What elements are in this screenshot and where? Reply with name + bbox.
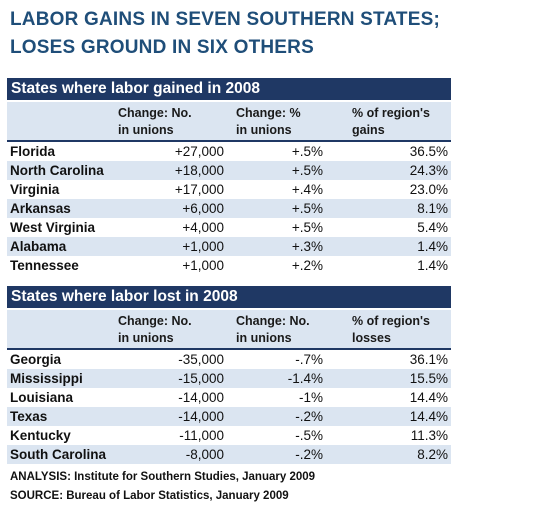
union-percent-change: -.7% bbox=[295, 352, 323, 367]
union-percent-change: +.5% bbox=[291, 163, 323, 178]
region-share: 23.0% bbox=[409, 182, 448, 197]
state-name: Kentucky bbox=[10, 428, 71, 443]
state-name: Tennessee bbox=[10, 258, 79, 273]
state-name: Louisiana bbox=[10, 390, 74, 405]
union-count-change: -35,000 bbox=[178, 352, 224, 367]
union-percent-change: +.2% bbox=[291, 258, 323, 273]
region-share: 14.4% bbox=[409, 390, 448, 405]
gains-column-headers: Change: No. in unions Change: % in union… bbox=[7, 102, 451, 142]
union-count-change: +18,000 bbox=[174, 163, 224, 178]
losses-table-row: South Carolina -8,000 -.2% 8.2% bbox=[7, 445, 451, 464]
gains-col-share-header: % of region's gains bbox=[352, 106, 430, 137]
state-name: Florida bbox=[10, 144, 56, 159]
gains-table-row: North Carolina +18,000 +.5% 24.3% bbox=[7, 161, 451, 180]
region-share: 11.3% bbox=[410, 428, 448, 443]
gains-table-row: Tennessee +1,000 +.2% 1.4% bbox=[7, 256, 451, 275]
union-count-change: -14,000 bbox=[178, 409, 224, 424]
region-share: 15.5% bbox=[409, 371, 448, 386]
gains-table-row: West Virginia +4,000 +.5% 5.4% bbox=[7, 218, 451, 237]
union-count-change: -15,000 bbox=[178, 371, 224, 386]
union-percent-change: +.4% bbox=[291, 182, 323, 197]
losses-col-share-header: % of region's losses bbox=[352, 314, 430, 345]
source-note: SOURCE: Bureau of Labor Statistics, Janu… bbox=[10, 490, 289, 502]
union-count-change: -14,000 bbox=[178, 390, 224, 405]
region-share: 24.3% bbox=[409, 163, 448, 178]
union-count-change: +17,000 bbox=[174, 182, 224, 197]
title-line-2: LOSES GROUND IN SIX OTHERS bbox=[10, 37, 314, 58]
region-share: 1.4% bbox=[417, 258, 448, 273]
losses-table-title: States where labor lost in 2008 bbox=[7, 286, 451, 310]
union-percent-change: +.5% bbox=[291, 201, 323, 216]
region-share: 36.1% bbox=[409, 352, 448, 367]
gains-table: States where labor gained in 2008 Change… bbox=[7, 78, 451, 275]
losses-table-row: Texas -14,000 -.2% 14.4% bbox=[7, 407, 451, 426]
gains-table-row: Virginia +17,000 +.4% 23.0% bbox=[7, 180, 451, 199]
region-share: 36.5% bbox=[409, 144, 448, 159]
gains-table-title: States where labor gained in 2008 bbox=[7, 78, 451, 102]
losses-col-number-header: Change: No. in unions bbox=[118, 314, 192, 345]
region-share: 8.2% bbox=[417, 447, 448, 462]
union-count-change: -11,000 bbox=[179, 428, 224, 443]
chart-title: LABOR GAINS IN SEVEN SOUTHERN STATES; LO… bbox=[10, 6, 540, 62]
losses-col-percent-header: Change: No. in unions bbox=[236, 314, 310, 345]
gains-table-row: Florida +27,000 +.5% 36.5% bbox=[7, 142, 451, 161]
state-name: North Carolina bbox=[10, 163, 104, 178]
losses-table-row: Mississippi -15,000 -1.4% 15.5% bbox=[7, 369, 451, 388]
analysis-note: ANALYSIS: Institute for Southern Studies… bbox=[10, 471, 316, 483]
title-line-1: LABOR GAINS IN SEVEN SOUTHERN STATES; bbox=[10, 9, 441, 30]
losses-column-headers: Change: No. in unions Change: No. in uni… bbox=[7, 310, 451, 350]
union-percent-change: -.5% bbox=[295, 428, 323, 443]
union-percent-change: -1.4% bbox=[287, 371, 323, 386]
gains-table-row: Arkansas +6,000 +.5% 8.1% bbox=[7, 199, 451, 218]
union-percent-change: +.3% bbox=[291, 239, 323, 254]
union-count-change: +6,000 bbox=[182, 201, 224, 216]
union-percent-change: +.5% bbox=[291, 144, 323, 159]
losses-table-body: Georgia -35,000 -.7% 36.1% Mississippi -15,00… bbox=[7, 350, 451, 464]
gains-table-row: Alabama +1,000 +.3% 1.4% bbox=[7, 237, 451, 256]
union-count-change: +1,000 bbox=[182, 258, 224, 273]
state-name: Alabama bbox=[10, 239, 67, 254]
losses-table-row: Louisiana -14,000 -1% 14.4% bbox=[7, 388, 451, 407]
region-share: 14.4% bbox=[409, 409, 448, 424]
region-share: 5.4% bbox=[417, 220, 448, 235]
union-percent-change: -.2% bbox=[295, 409, 323, 424]
state-name: South Carolina bbox=[10, 447, 107, 462]
losses-table-row: Georgia -35,000 -.7% 36.1% bbox=[7, 350, 451, 369]
state-name: Georgia bbox=[10, 352, 62, 367]
union-percent-change: +.5% bbox=[291, 220, 323, 235]
state-name: Mississippi bbox=[10, 371, 83, 386]
union-count-change: +1,000 bbox=[182, 239, 224, 254]
losses-table: States where labor lost in 2008 Change: … bbox=[7, 286, 451, 464]
gains-col-percent-header: Change: % in unions bbox=[236, 106, 301, 137]
union-percent-change: -.2% bbox=[295, 447, 323, 462]
union-count-change: +27,000 bbox=[174, 144, 224, 159]
union-count-change: -8,000 bbox=[185, 447, 224, 462]
state-name: Texas bbox=[10, 409, 48, 424]
union-count-change: +4,000 bbox=[182, 220, 224, 235]
state-name: Virginia bbox=[10, 182, 60, 197]
state-name: Arkansas bbox=[10, 201, 71, 216]
region-share: 1.4% bbox=[417, 239, 448, 254]
union-percent-change: -1% bbox=[298, 390, 323, 405]
gains-table-body: Florida +27,000 +.5% 36.5% North Carolina +18… bbox=[7, 142, 451, 275]
state-name: West Virginia bbox=[10, 220, 96, 235]
losses-table-row: Kentucky -11,000 -.5% 11.3% bbox=[7, 426, 451, 445]
region-share: 8.1% bbox=[417, 201, 448, 216]
gains-col-number-header: Change: No. in unions bbox=[118, 106, 192, 137]
